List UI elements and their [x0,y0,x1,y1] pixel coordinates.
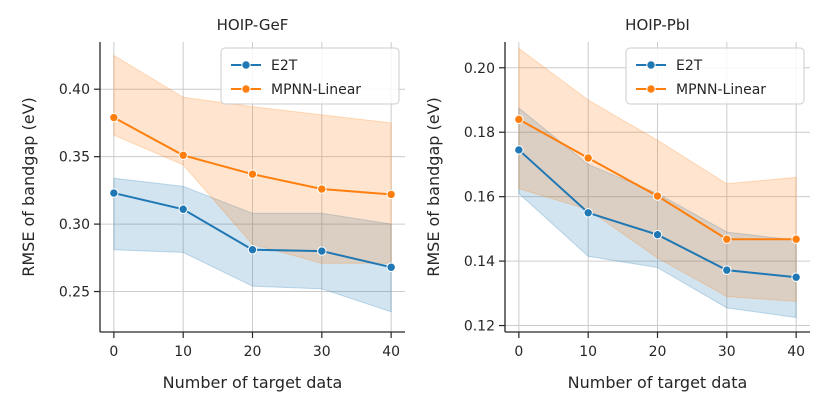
legend-swatch-marker [646,60,656,70]
data-point [722,234,732,244]
legend-swatch-marker [241,84,251,94]
x-tick-label: 10 [174,344,192,360]
data-point [583,208,593,218]
data-point [317,246,327,256]
x-axis-label: Number of target data [163,373,343,392]
data-point [178,204,188,214]
legend-swatch-marker [646,84,656,94]
chart-panel-right: 0.12 0.14 0.16 0.18 0.20 0 10 20 30 40 HOIP-PbI Num… [424,16,810,392]
data-point [791,272,801,282]
data-point [247,245,258,255]
data-point [652,191,663,201]
data-point [514,145,524,155]
data-point [109,188,119,198]
data-point [386,189,396,200]
data-point [317,184,327,194]
data-point [791,234,801,244]
y-tick-label: 0.12 [464,319,495,335]
chart-panel-left: 0.25 0.30 0.35 0.40 0 10 20 30 40 HOIP-GeF Number … [19,16,405,392]
x-tick-label: 0 [514,344,523,360]
x-tick-label: 10 [579,344,597,360]
y-tick-label: 0.18 [464,125,495,141]
data-point [722,265,732,275]
x-tick-label: 20 [244,344,262,360]
y-tick-label: 0.35 [59,150,90,166]
x-tick-label: 40 [382,344,400,360]
x-axis-label: Number of target data [568,373,748,392]
data-point [386,262,396,272]
data-point [514,114,524,125]
legend-label: E2T [676,58,703,74]
data-point [652,229,663,240]
x-tick-label: 40 [787,344,805,360]
chart-title: HOIP-GeF [217,16,289,34]
data-point [247,169,258,179]
data-point [109,112,119,123]
y-axis-label: RMSE of bandgap (eV) [424,97,443,277]
y-tick-label: 0.14 [464,254,495,270]
legend: E2T MPNN-Linear [625,47,805,105]
x-tick-label: 30 [718,344,736,360]
y-axis-label: RMSE of bandgap (eV) [19,97,38,277]
y-tick-label: 0.30 [59,217,90,233]
legend-label: E2T [271,58,298,74]
y-tick-label: 0.16 [464,190,495,206]
x-tick-label: 0 [109,344,118,360]
legend-swatch-marker [241,60,251,70]
data-point [178,150,188,161]
y-tick-label: 0.20 [464,61,495,77]
chart-title: HOIP-PbI [625,16,690,34]
legend-box [220,47,400,105]
legend-label: MPNN-Linear [271,82,361,98]
legend-box [625,47,805,105]
legend-label: MPNN-Linear [676,82,766,98]
x-tick-label: 30 [313,344,331,360]
y-tick-label: 0.40 [59,82,90,98]
x-tick-label: 20 [649,344,667,360]
y-tick-label: 0.25 [59,285,90,301]
legend: E2T MPNN-Linear [220,47,400,105]
data-point [583,153,593,163]
